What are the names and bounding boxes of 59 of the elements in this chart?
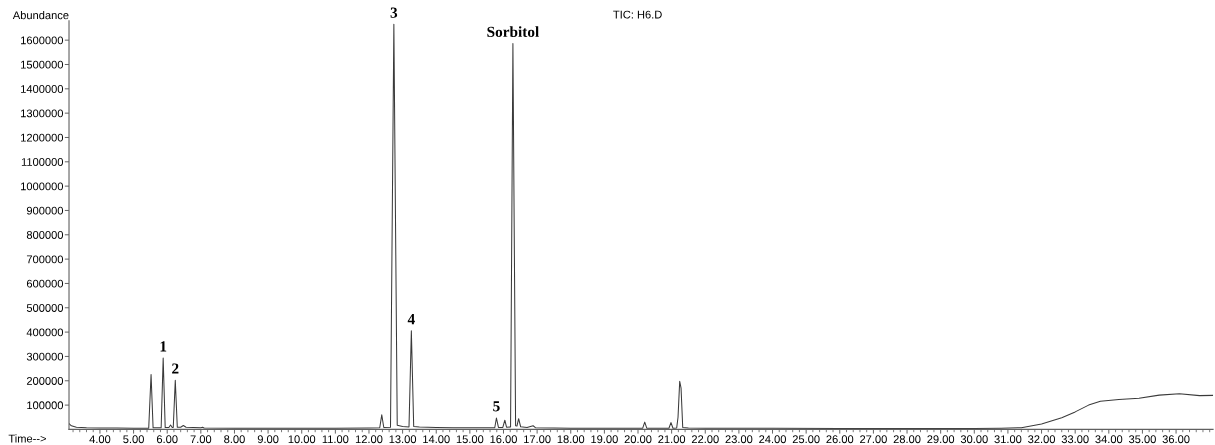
y-tick-label: 700000 <box>26 255 64 264</box>
y-tick-label: 400000 <box>26 328 64 337</box>
annotation: 3 <box>390 7 398 18</box>
x-tick-label: 5.00 <box>123 435 144 444</box>
x-tick-label: 8.00 <box>224 435 245 444</box>
annotation: Sorbitol <box>487 26 539 37</box>
x-tick-label: 20.00 <box>624 435 652 444</box>
y-tick-label: 600000 <box>26 279 64 288</box>
y-tick-label: 1300000 <box>21 109 64 118</box>
y-tick-label: 1200000 <box>21 133 64 142</box>
x-tick-label: 34.00 <box>1095 435 1123 444</box>
x-tick-label: 26.00 <box>826 435 854 444</box>
annotation: 5 <box>493 401 500 412</box>
line-series <box>69 23 1214 429</box>
x-tick-label: 23.00 <box>725 435 753 444</box>
x-tick-label: 35.00 <box>1128 435 1156 444</box>
x-tick-label: 30.00 <box>960 435 988 444</box>
y-tick-label: 100000 <box>27 401 64 410</box>
y-tick-label: 200000 <box>26 377 64 385</box>
y-tick-label: 1500000 <box>21 60 64 69</box>
annotation: 1 <box>160 341 167 352</box>
annotation: 2 <box>172 363 179 374</box>
x-tick-label: 13.00 <box>389 435 417 444</box>
y-tick-label: 1000000 <box>21 182 64 191</box>
y-tick-label: 1600000 <box>21 36 64 45</box>
x-tick-label: 25.00 <box>792 435 820 444</box>
x-tick-label: 9.00 <box>257 435 279 444</box>
x-axis-title: Time--> <box>8 434 46 443</box>
y-tick-label: 1400000 <box>21 85 64 93</box>
x-tick-label: 6.00 <box>156 435 178 444</box>
y-tick-label: 900000 <box>26 206 64 215</box>
annotation: 4 <box>407 314 415 325</box>
x-tick-label: 11.00 <box>322 435 349 444</box>
x-tick-label: 21.00 <box>658 435 686 444</box>
x-tick-label: 17.00 <box>524 435 551 444</box>
x-tick-label: 31.00 <box>994 435 1022 444</box>
y-tick-label: 500000 <box>26 304 64 312</box>
x-tick-label: 36.00 <box>1162 435 1190 444</box>
x-tick-label: 24.00 <box>759 435 786 444</box>
x-tick-label: 7.00 <box>190 435 212 444</box>
x-tick-label: 28.00 <box>893 435 921 444</box>
x-tick-label: 32.00 <box>1028 435 1056 444</box>
x-tick-label: 27.00 <box>860 435 887 444</box>
y-axis-title: Abundance <box>12 11 69 20</box>
x-tick-label: 29.00 <box>927 435 955 444</box>
x-tick-label: 19.00 <box>591 435 618 444</box>
x-tick-label: 14.00 <box>423 435 450 444</box>
x-tick-label: 33.00 <box>1061 435 1089 444</box>
x-tick-label: 4.00 <box>89 435 111 444</box>
y-tick-label: 1100000 <box>21 158 64 166</box>
x-tick-label: 10.00 <box>288 435 316 444</box>
x-tick-label: 18.00 <box>557 435 585 444</box>
x-tick-label: 12.00 <box>355 435 383 444</box>
x-tick-label: 15.00 <box>456 435 484 444</box>
chart-title: TIC: H6.D <box>613 10 662 19</box>
y-tick-label: 800000 <box>26 231 64 239</box>
x-tick-label: 22.00 <box>691 435 719 444</box>
x-tick-label: 16.00 <box>490 435 517 444</box>
y-tick-label: 300000 <box>26 352 64 361</box>
